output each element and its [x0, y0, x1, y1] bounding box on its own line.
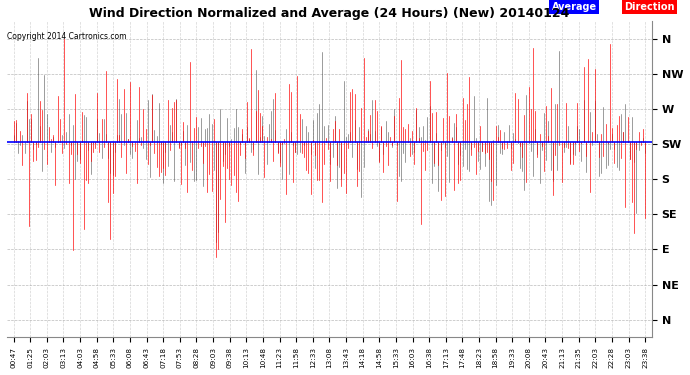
Text: Copyright 2014 Cartronics.com: Copyright 2014 Cartronics.com [7, 32, 126, 41]
Text: Direction: Direction [624, 2, 675, 12]
Title: Wind Direction Normalized and Average (24 Hours) (New) 20140124: Wind Direction Normalized and Average (2… [89, 7, 569, 20]
Text: Average: Average [552, 2, 597, 12]
